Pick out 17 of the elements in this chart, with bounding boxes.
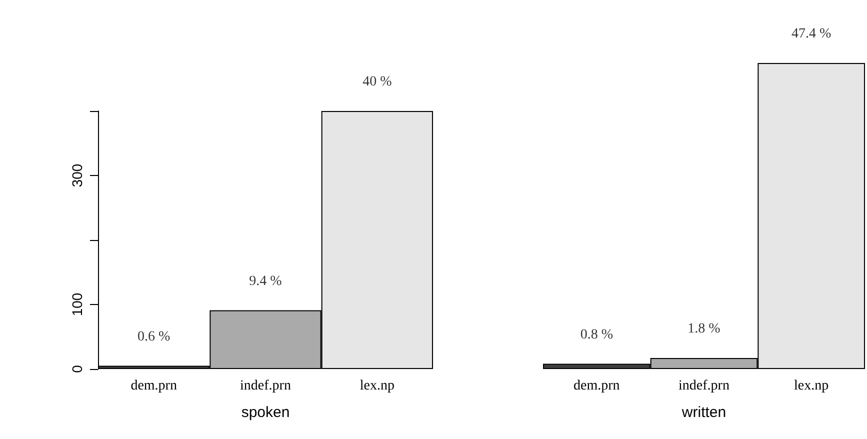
- x-tick-label: dem.prn: [574, 378, 620, 394]
- annotation: 0.8 %: [580, 327, 614, 342]
- x-tick-label: indef.prn: [240, 378, 291, 394]
- x-tick-label: lex.np: [794, 378, 829, 394]
- x-axis-title: spoken: [241, 404, 290, 421]
- y-tick-label: 300: [69, 164, 85, 188]
- annotation: 0.6 %: [137, 329, 170, 344]
- x-axis-title: written: [680, 404, 726, 421]
- annotation: 47.4 %: [791, 26, 832, 42]
- y-tick-label: 100: [69, 292, 85, 316]
- x-tick-label: lex.np: [360, 378, 394, 394]
- x-tick-label: indef.prn: [678, 378, 730, 394]
- annotation: 1.8 %: [688, 321, 721, 336]
- annotation: 40 %: [362, 74, 392, 90]
- annotation: 9.4 %: [249, 274, 282, 289]
- y-tick-label: 0: [69, 364, 85, 373]
- x-tick-label: dem.prn: [130, 378, 177, 394]
